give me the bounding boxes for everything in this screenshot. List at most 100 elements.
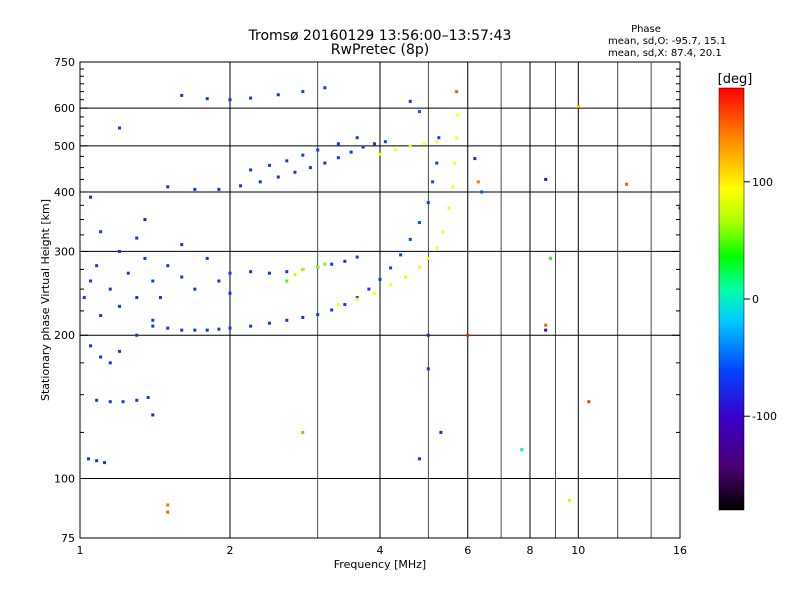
data-point (108, 400, 112, 404)
data-point (349, 150, 353, 154)
data-point (146, 395, 150, 399)
data-point (193, 287, 197, 291)
data-point (435, 246, 439, 250)
x-tick-label: 2 (227, 544, 234, 557)
data-point (228, 271, 232, 275)
data-point (301, 90, 305, 94)
data-point (99, 314, 103, 318)
data-point (180, 93, 184, 97)
data-point (437, 136, 441, 140)
data-point (99, 230, 103, 234)
data-point (323, 262, 327, 266)
data-point (180, 328, 184, 332)
data-point (343, 303, 347, 307)
data-point (103, 461, 107, 465)
data-point (544, 177, 548, 181)
data-point (217, 279, 221, 283)
data-point (417, 457, 421, 461)
x-tick-label: 4 (377, 544, 384, 557)
data-point (308, 166, 312, 170)
data-point (544, 328, 548, 332)
data-point (431, 180, 435, 184)
data-point (117, 349, 121, 353)
data-point (403, 275, 407, 279)
data-point (355, 255, 359, 259)
data-point (239, 184, 243, 188)
data-point (135, 398, 139, 402)
data-point (82, 296, 86, 300)
x-tick-label: 10 (571, 544, 585, 557)
data-point (301, 267, 305, 271)
data-point (135, 296, 139, 300)
data-point (316, 148, 320, 152)
data-point (441, 230, 445, 234)
data-point (422, 142, 426, 146)
data-point (336, 156, 340, 160)
data-point (373, 291, 377, 295)
data-point (285, 318, 289, 322)
data-point (205, 328, 209, 332)
data-point (330, 308, 334, 312)
data-point (249, 324, 253, 328)
data-point (355, 297, 359, 301)
y-tick-label: 75 (61, 532, 75, 545)
data-point (135, 333, 139, 337)
data-point (476, 180, 480, 184)
data-point (217, 187, 221, 191)
data-point (466, 333, 470, 337)
data-point (383, 140, 387, 144)
y-tick-label: 500 (54, 140, 75, 153)
data-point (316, 265, 320, 269)
data-point (285, 279, 289, 283)
y-tick-label: 750 (54, 56, 75, 69)
phase-info-title: Phase (631, 24, 661, 35)
data-point (355, 136, 359, 140)
data-point (417, 110, 421, 114)
data-point (587, 400, 591, 404)
data-point (285, 270, 289, 274)
data-point (343, 259, 347, 263)
x-axis-ticks: 1 2 4 6 8 10 16 (77, 61, 687, 557)
data-point (143, 256, 147, 260)
colorbar-label: [deg] (718, 72, 753, 87)
data-point (267, 321, 271, 325)
data-point (435, 161, 439, 165)
data-point (158, 296, 162, 300)
data-point (451, 185, 455, 189)
data-point (373, 142, 377, 146)
y-tick-label: 200 (54, 329, 75, 342)
data-point (151, 279, 155, 283)
data-point (267, 271, 271, 275)
data-point (408, 144, 412, 148)
y-tick-label: 300 (54, 245, 75, 258)
data-point (426, 256, 430, 260)
data-point (166, 264, 170, 268)
data-point (394, 148, 398, 152)
data-point (95, 264, 99, 268)
phase-info: Phase mean, sd,O: -95.7, 15.1 mean, sd,X… (608, 24, 726, 59)
data-point (367, 287, 371, 291)
data-point (249, 168, 253, 172)
x-axis-label: Frequency [MHz] (334, 558, 426, 571)
data-point (267, 163, 271, 167)
data-point (193, 328, 197, 332)
data-point (126, 271, 130, 275)
data-point (567, 498, 571, 502)
colorbar-tick-label: 0 (752, 293, 759, 306)
data-point (330, 262, 334, 266)
data-point (361, 145, 365, 149)
data-point (99, 355, 103, 359)
data-point (205, 97, 209, 101)
data-point (121, 400, 125, 404)
data-point (258, 180, 262, 184)
colorbar-tick-label: -100 (752, 410, 777, 423)
data-point (417, 221, 421, 225)
data-point (205, 256, 209, 260)
data-point (135, 236, 139, 240)
data-point (455, 113, 459, 117)
data-point (439, 430, 443, 434)
data-point (408, 237, 412, 241)
data-point (316, 313, 320, 317)
colorbar-ticks: 100 0 -100 (744, 176, 777, 423)
data-point (336, 303, 340, 307)
